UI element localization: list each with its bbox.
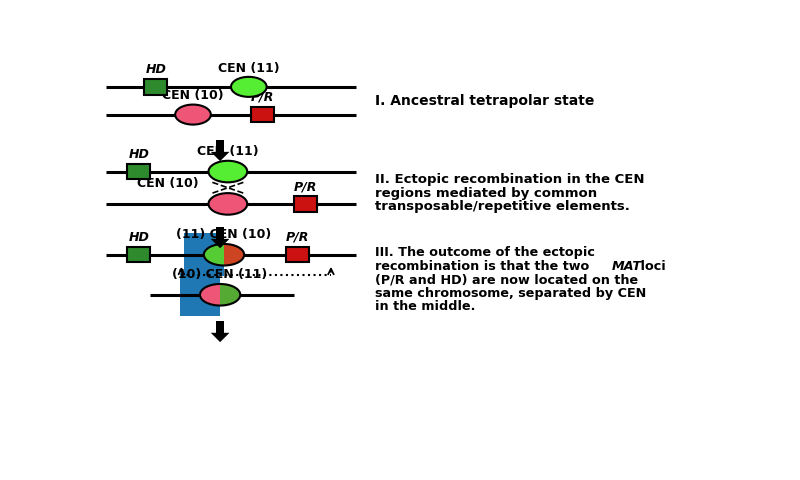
Text: (11) CEN (10): (11) CEN (10): [176, 228, 272, 241]
Bar: [294, 196, 317, 212]
Text: recombination is that the two: recombination is that the two: [375, 260, 594, 273]
Text: MAT: MAT: [611, 260, 642, 273]
Bar: [251, 107, 274, 122]
Ellipse shape: [209, 161, 247, 182]
Text: HD: HD: [146, 63, 166, 76]
Text: loci: loci: [636, 260, 666, 273]
Ellipse shape: [200, 284, 240, 306]
Text: regions mediated by common: regions mediated by common: [375, 187, 598, 200]
Text: I. Ancestral tetrapolar state: I. Ancestral tetrapolar state: [375, 94, 594, 108]
Text: CEN (10): CEN (10): [138, 177, 199, 190]
Polygon shape: [210, 239, 230, 248]
Ellipse shape: [204, 244, 244, 265]
Text: III. The outcome of the ectopic: III. The outcome of the ectopic: [375, 246, 595, 259]
Bar: [127, 247, 150, 263]
Text: P/R: P/R: [251, 91, 274, 104]
Bar: [216, 227, 224, 239]
Text: in the middle.: in the middle.: [375, 300, 475, 313]
Text: CEN (11): CEN (11): [197, 144, 258, 158]
Text: HD: HD: [128, 231, 149, 244]
Text: P/R: P/R: [286, 231, 310, 244]
Ellipse shape: [200, 284, 240, 306]
Bar: [216, 321, 224, 333]
Polygon shape: [210, 333, 230, 342]
Bar: [216, 140, 224, 152]
Bar: [144, 79, 167, 95]
Polygon shape: [210, 152, 230, 161]
Bar: [180, 273, 220, 316]
Text: CEN (10): CEN (10): [162, 89, 224, 102]
Text: transposable/repetitive elements.: transposable/repetitive elements.: [375, 200, 630, 213]
Text: II. Ectopic recombination in the CEN: II. Ectopic recombination in the CEN: [375, 173, 645, 186]
Text: (10) CEN (11): (10) CEN (11): [173, 268, 268, 281]
Ellipse shape: [209, 193, 247, 215]
Text: CEN (11): CEN (11): [218, 61, 280, 74]
Ellipse shape: [231, 77, 266, 97]
Bar: [286, 247, 310, 263]
Text: HD: HD: [128, 148, 149, 161]
Text: same chromosome, separated by CEN: same chromosome, separated by CEN: [375, 287, 646, 300]
Bar: [184, 233, 224, 276]
Text: P/R: P/R: [294, 180, 317, 193]
Text: (P/R and HD) are now located on the: (P/R and HD) are now located on the: [375, 273, 638, 286]
Ellipse shape: [175, 105, 211, 125]
Bar: [127, 164, 150, 179]
Ellipse shape: [204, 244, 244, 265]
